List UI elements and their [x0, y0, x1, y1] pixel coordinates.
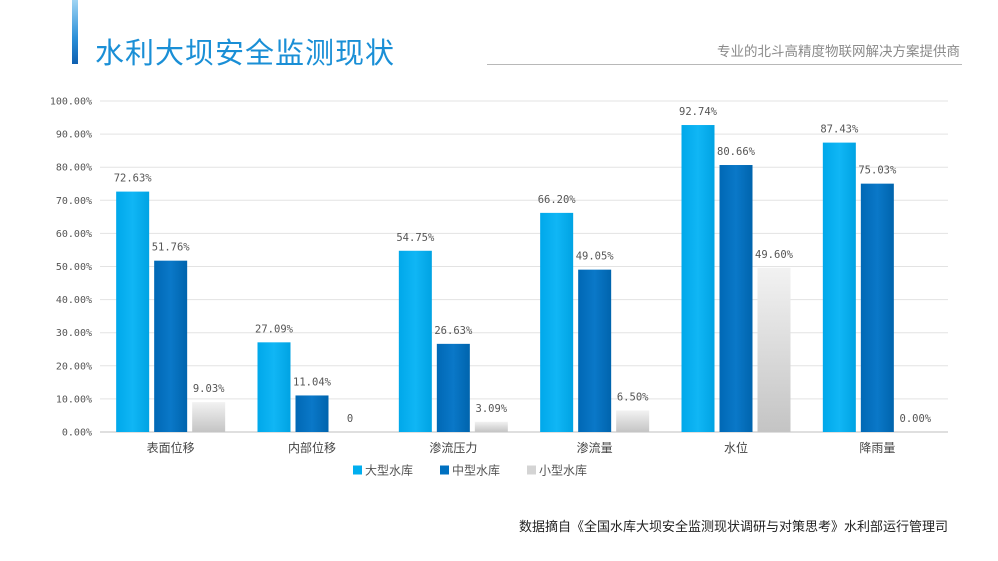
category-label: 渗流量 [577, 440, 613, 455]
bar-2-3 [436, 343, 470, 432]
y-tick-label: 60.00% [56, 229, 92, 240]
bar-2-4 [578, 269, 612, 432]
bar-1-6 [822, 142, 856, 433]
data-label: 80.66% [717, 146, 756, 158]
bar-1-4 [540, 212, 574, 432]
category-label: 渗流压力 [429, 440, 477, 455]
data-label: 49.05% [576, 251, 615, 263]
company-tagline: 专业的北斗高精度物联网解决方案提供商 [717, 44, 960, 60]
data-label: 92.74% [679, 106, 718, 118]
legend-label: 大型水库 [365, 463, 413, 478]
bar-1-5 [681, 125, 715, 432]
bar-2-2 [295, 395, 329, 432]
title-accent-bar [72, 0, 78, 64]
y-tick-label: 90.00% [56, 130, 92, 141]
y-tick-label: 30.00% [56, 328, 92, 339]
chart-bars [116, 125, 894, 433]
data-label: 87.43% [820, 124, 859, 136]
category-label: 水位 [724, 440, 748, 455]
category-label: 内部位移 [288, 440, 336, 455]
y-tick-label: 50.00% [56, 262, 92, 273]
data-label: 11.04% [293, 376, 332, 388]
data-label: 72.63% [114, 173, 153, 185]
data-label: 0.00% [900, 413, 932, 425]
legend-swatch [527, 465, 536, 475]
y-tick-label: 20.00% [56, 361, 92, 372]
y-tick-label: 40.00% [56, 295, 92, 306]
page-title: 水利大坝安全监测现状 [95, 36, 396, 70]
data-label: 27.09% [255, 323, 294, 335]
category-label: 降雨量 [859, 441, 895, 455]
category-label: 表面位移 [147, 440, 195, 455]
bar-2-6 [860, 183, 894, 432]
data-label: 75.03% [858, 165, 897, 177]
chart-gridlines [100, 100, 948, 433]
bar-3-1 [192, 402, 226, 432]
data-label: 26.63% [434, 325, 473, 337]
data-label: 9.03% [193, 383, 225, 395]
data-label: 3.09% [476, 403, 508, 415]
data-label: 49.60% [755, 249, 794, 261]
data-source-note: 数据摘自《全国水库大坝安全监测现状调研与对策思考》水利部运行管理司 [518, 520, 948, 535]
x-axis: 表面位移 内部位移 渗流压力 渗流量 水位 降雨量 [147, 440, 896, 455]
data-label: 66.20% [538, 194, 577, 206]
data-label: 0 [347, 413, 353, 425]
bar-1-2 [257, 342, 291, 432]
y-axis: 0.00% 10.00% 20.00% 30.00% 40.00% 50.00% 60.00… [50, 97, 92, 439]
header-divider [487, 64, 962, 65]
bar-3-5 [757, 267, 791, 432]
y-tick-label: 100.00% [50, 97, 92, 108]
data-label: 51.76% [152, 242, 191, 254]
legend-swatch [440, 465, 449, 475]
y-tick-label: 0.00% [62, 428, 92, 439]
y-tick-label: 70.00% [56, 196, 92, 207]
bar-2-5 [719, 165, 753, 433]
bar-3-4 [616, 410, 650, 432]
bar-1-1 [116, 191, 150, 432]
data-label: 6.50% [617, 391, 649, 403]
bar-3-3 [474, 421, 508, 432]
legend-label: 中型水库 [452, 463, 500, 478]
bar-2-1 [154, 260, 188, 432]
bar-1-3 [398, 250, 432, 432]
chart-legend: 大型水库 中型水库 小型水库 [353, 463, 587, 478]
legend-label: 小型水库 [539, 463, 587, 478]
data-labels: 72.63% 51.76% 9.03% 27.09% 11.04% 0 54.75% 26.6… [114, 106, 932, 425]
legend-swatch [353, 465, 362, 475]
data-label: 54.75% [396, 232, 435, 244]
y-tick-label: 10.00% [56, 394, 92, 405]
y-tick-label: 80.00% [56, 163, 92, 174]
